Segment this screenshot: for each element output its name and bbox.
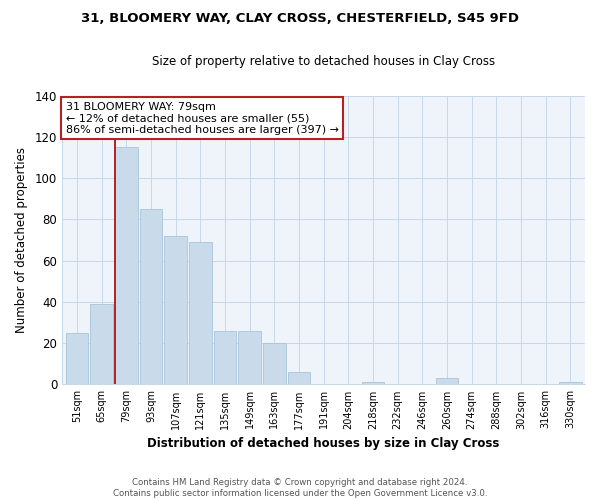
Title: Size of property relative to detached houses in Clay Cross: Size of property relative to detached ho… [152, 55, 495, 68]
Bar [65, 333, 88, 384]
Bar [140, 209, 163, 384]
Bar [90, 304, 113, 384]
Y-axis label: Number of detached properties: Number of detached properties [15, 147, 28, 333]
Bar [263, 343, 286, 384]
Bar [362, 382, 384, 384]
Bar [559, 382, 581, 384]
Text: Contains HM Land Registry data © Crown copyright and database right 2024.
Contai: Contains HM Land Registry data © Crown c… [113, 478, 487, 498]
Text: 31, BLOOMERY WAY, CLAY CROSS, CHESTERFIELD, S45 9FD: 31, BLOOMERY WAY, CLAY CROSS, CHESTERFIE… [81, 12, 519, 26]
Bar [287, 372, 310, 384]
Bar [238, 331, 261, 384]
Bar [214, 331, 236, 384]
X-axis label: Distribution of detached houses by size in Clay Cross: Distribution of detached houses by size … [148, 437, 500, 450]
Bar [189, 242, 212, 384]
Bar [436, 378, 458, 384]
Bar [115, 147, 137, 384]
Bar [164, 236, 187, 384]
Text: 31 BLOOMERY WAY: 79sqm
← 12% of detached houses are smaller (55)
86% of semi-det: 31 BLOOMERY WAY: 79sqm ← 12% of detached… [66, 102, 339, 135]
